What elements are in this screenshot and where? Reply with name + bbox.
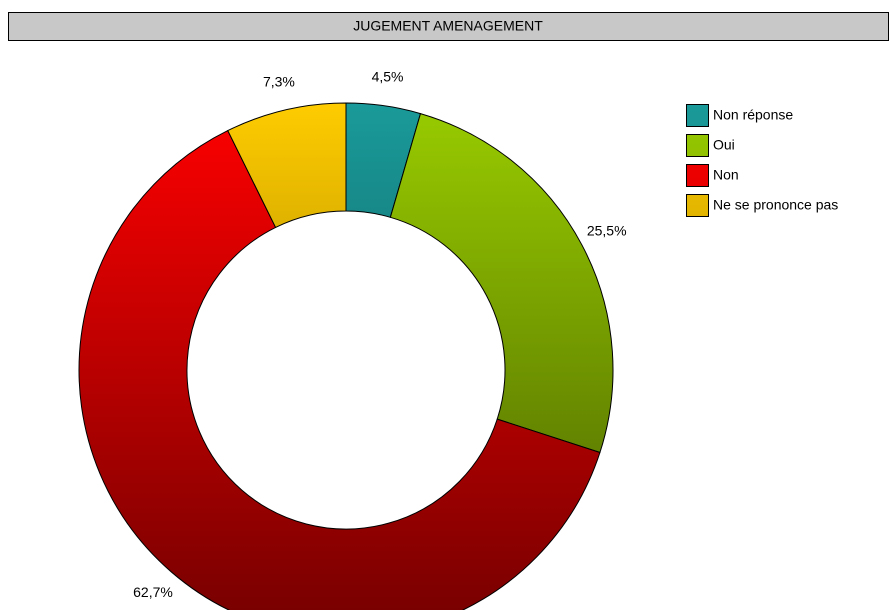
- donut-slice: [227, 102, 347, 229]
- data-label: 7,3%: [263, 73, 295, 89]
- legend-label: Non réponse: [713, 107, 793, 123]
- data-label: 4,5%: [372, 69, 404, 85]
- legend-swatch: [686, 104, 709, 127]
- chart-title: JUGEMENT AMENAGEMENT: [353, 18, 543, 34]
- legend-label: Oui: [713, 137, 735, 153]
- legend-label: Ne se prononce pas: [713, 197, 838, 213]
- data-label: 25,5%: [587, 223, 627, 239]
- legend-swatch: [686, 134, 709, 157]
- donut-slice: [78, 129, 601, 610]
- legend-label: Non: [713, 167, 739, 183]
- data-label: 62,7%: [133, 584, 173, 600]
- legend-swatch: [686, 194, 709, 217]
- title-bar: [8, 12, 889, 41]
- donut-slice: [389, 112, 614, 454]
- legend-swatch: [686, 164, 709, 187]
